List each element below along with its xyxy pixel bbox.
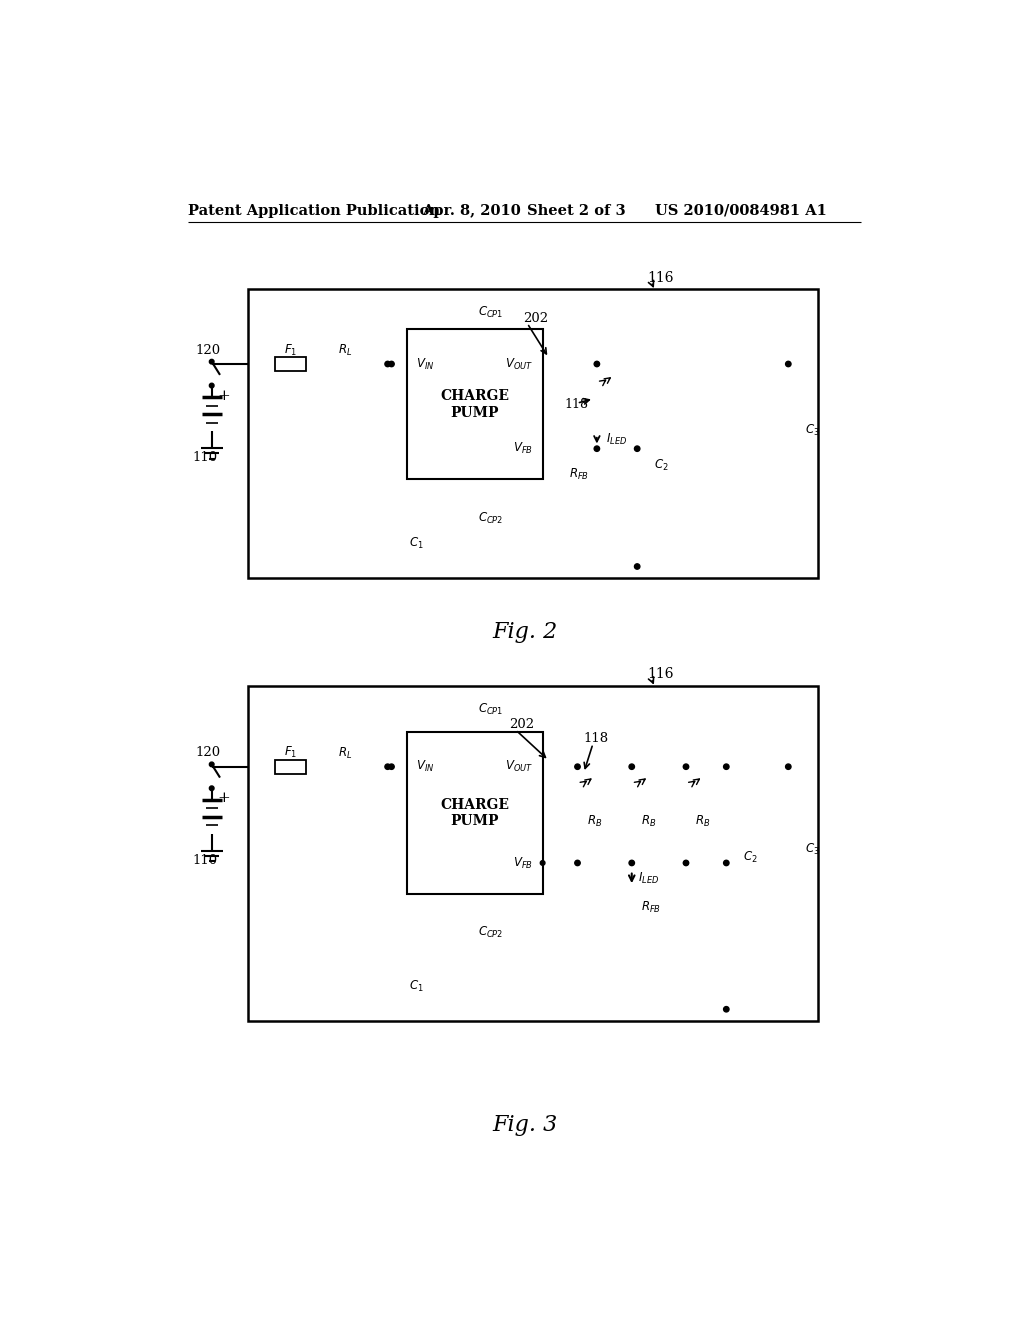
Circle shape [724, 764, 729, 770]
Text: CHARGE
PUMP: CHARGE PUMP [440, 389, 509, 420]
Circle shape [209, 762, 214, 767]
Circle shape [209, 785, 214, 791]
Text: $C_1$: $C_1$ [409, 978, 423, 994]
Bar [248, 289, 818, 578]
Circle shape [389, 362, 394, 367]
Text: 110: 110 [193, 854, 218, 867]
Text: 202: 202 [523, 312, 549, 325]
Text: $V_{OUT}$: $V_{OUT}$ [505, 759, 534, 775]
Text: $C_{CP1}$: $C_{CP1}$ [478, 305, 504, 319]
Text: CHARGE
PUMP: CHARGE PUMP [440, 797, 509, 828]
Circle shape [385, 764, 390, 770]
Text: 120: 120 [196, 746, 220, 759]
Text: $C_2$: $C_2$ [743, 850, 758, 865]
Text: $R_B$: $R_B$ [587, 814, 602, 829]
Text: $F_1$: $F_1$ [284, 343, 297, 358]
Text: $R_L$: $R_L$ [338, 746, 352, 762]
Bar [248, 686, 818, 1020]
Text: $C_{CP2}$: $C_{CP2}$ [478, 925, 504, 940]
Polygon shape [567, 775, 588, 796]
Circle shape [724, 861, 729, 866]
Text: $R_{FB}$: $R_{FB}$ [641, 900, 662, 915]
Polygon shape [622, 775, 642, 796]
Text: $R_B$: $R_B$ [641, 814, 656, 829]
Circle shape [683, 861, 689, 866]
Text: $V_{FB}$: $V_{FB}$ [513, 441, 534, 457]
Text: $V_{FB}$: $V_{FB}$ [513, 855, 534, 870]
Circle shape [594, 362, 600, 367]
Text: Fig. 2: Fig. 2 [493, 620, 557, 643]
Text: $V_{IN}$: $V_{IN}$ [417, 759, 435, 775]
Bar [407, 733, 543, 894]
Text: 118: 118 [564, 397, 589, 411]
Text: $C_2$: $C_2$ [654, 458, 669, 473]
Text: $V_{OUT}$: $V_{OUT}$ [505, 356, 534, 371]
Circle shape [574, 861, 581, 866]
Polygon shape [676, 775, 696, 796]
Text: Sheet 2 of 3: Sheet 2 of 3 [527, 203, 626, 218]
Text: +: + [218, 388, 230, 403]
Circle shape [629, 861, 635, 866]
Text: $C_{CP2}$: $C_{CP2}$ [478, 511, 504, 525]
Polygon shape [587, 374, 607, 395]
Circle shape [724, 1007, 729, 1012]
Circle shape [385, 362, 390, 367]
Circle shape [635, 564, 640, 569]
Text: US 2010/0084981 A1: US 2010/0084981 A1 [655, 203, 826, 218]
Text: 202: 202 [509, 718, 535, 731]
Text: 118: 118 [584, 731, 609, 744]
Circle shape [574, 764, 581, 770]
Text: 110: 110 [193, 451, 218, 465]
Circle shape [785, 764, 791, 770]
Text: $C_3$: $C_3$ [805, 422, 820, 438]
Circle shape [594, 446, 600, 451]
Circle shape [629, 764, 635, 770]
Circle shape [635, 446, 640, 451]
Circle shape [389, 764, 394, 770]
Bar [407, 330, 543, 479]
Text: 116: 116 [647, 271, 674, 285]
Text: $V_{IN}$: $V_{IN}$ [417, 356, 435, 371]
Circle shape [683, 764, 689, 770]
Text: Fig. 3: Fig. 3 [493, 1114, 557, 1135]
Text: $R_B$: $R_B$ [695, 814, 711, 829]
Bar [275, 760, 306, 774]
Text: $R_L$: $R_L$ [338, 343, 352, 359]
Bar [275, 358, 306, 371]
Text: $F_1$: $F_1$ [284, 746, 297, 760]
Circle shape [209, 359, 214, 364]
Text: $C_{CP1}$: $C_{CP1}$ [478, 701, 504, 717]
Text: 116: 116 [647, 668, 674, 681]
Text: 120: 120 [196, 343, 220, 356]
Text: $C_1$: $C_1$ [409, 536, 423, 550]
Circle shape [209, 383, 214, 388]
Circle shape [785, 362, 791, 367]
Text: $I_{LED}$: $I_{LED}$ [606, 432, 628, 447]
Text: $C_3$: $C_3$ [805, 842, 820, 858]
Circle shape [541, 861, 545, 866]
Text: Patent Application Publication: Patent Application Publication [188, 203, 440, 218]
Text: +: + [218, 791, 230, 805]
Text: $R_{FB}$: $R_{FB}$ [569, 466, 589, 482]
Text: Apr. 8, 2010: Apr. 8, 2010 [423, 203, 521, 218]
Text: $I_{LED}$: $I_{LED}$ [638, 871, 659, 886]
